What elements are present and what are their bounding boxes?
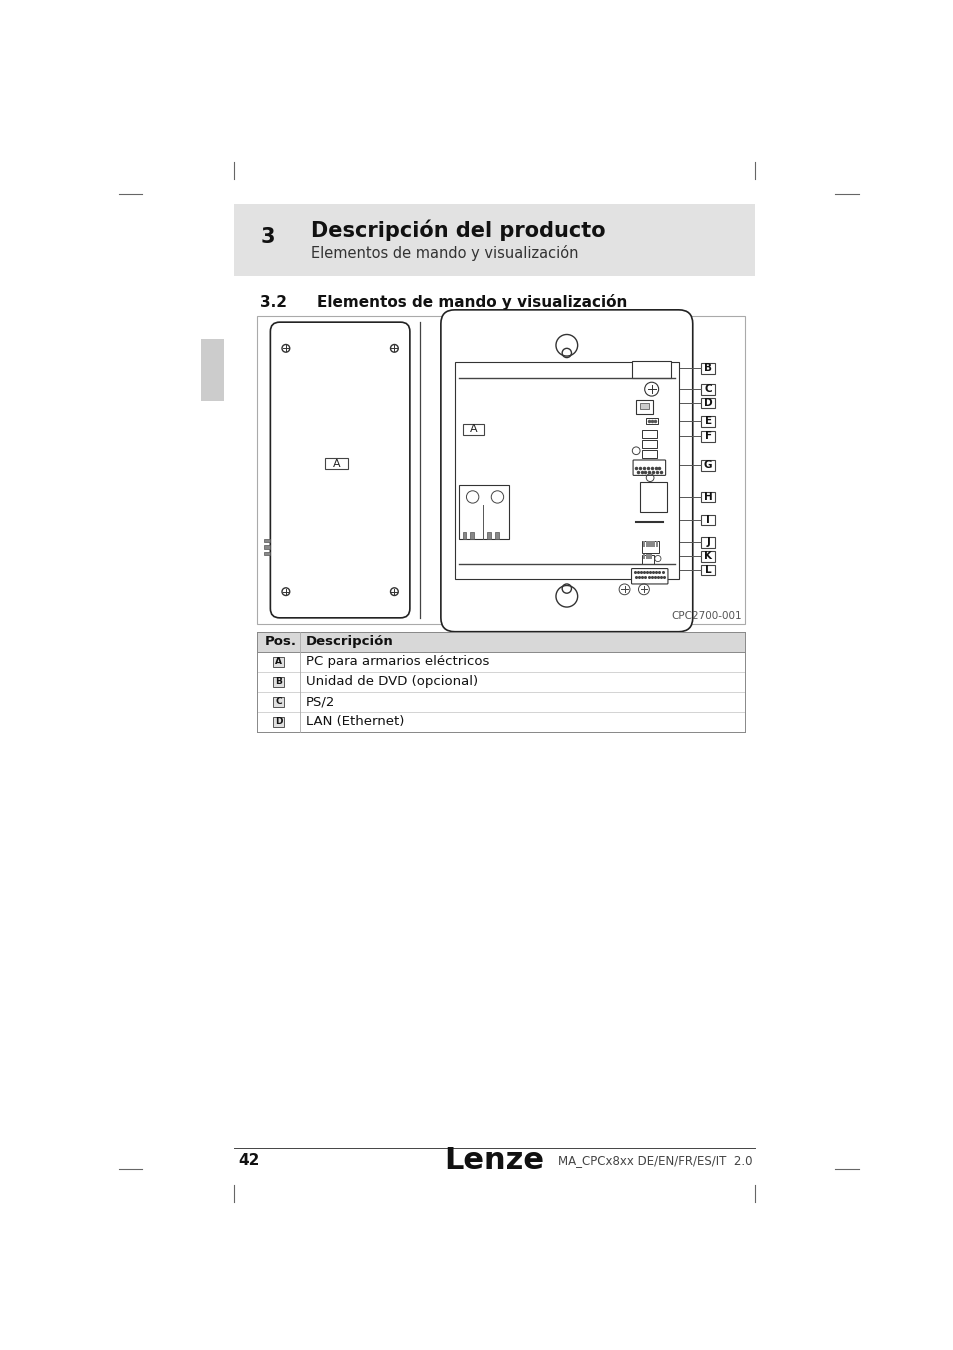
Bar: [324, 459, 348, 470]
Text: Elementos de mando y visualización: Elementos de mando y visualización: [311, 244, 578, 261]
Text: D: D: [703, 398, 712, 408]
Bar: [652, 541, 654, 547]
Text: K: K: [703, 551, 712, 562]
Bar: [264, 545, 270, 548]
Text: Pos.: Pos.: [265, 636, 296, 648]
Text: A: A: [274, 657, 282, 667]
Bar: [462, 424, 484, 435]
Bar: [632, 360, 670, 378]
Bar: [641, 440, 657, 448]
Bar: [649, 541, 651, 547]
Bar: [700, 431, 715, 441]
Bar: [700, 564, 715, 575]
Bar: [257, 632, 744, 652]
Bar: [700, 537, 715, 548]
Bar: [641, 450, 657, 458]
FancyBboxPatch shape: [633, 460, 665, 475]
Text: A: A: [469, 424, 476, 435]
Bar: [257, 652, 744, 672]
Bar: [639, 482, 666, 513]
Bar: [645, 554, 648, 559]
Bar: [649, 554, 651, 559]
Text: CPC2700-001: CPC2700-001: [671, 612, 741, 621]
Text: Lenze: Lenze: [444, 1146, 544, 1176]
Text: 3.2: 3.2: [260, 294, 287, 309]
Text: L: L: [704, 566, 711, 575]
Text: Descripción: Descripción: [306, 636, 394, 648]
Bar: [264, 539, 270, 543]
Text: 42: 42: [237, 1153, 259, 1168]
Bar: [274, 676, 283, 687]
Text: PS/2: PS/2: [306, 695, 335, 709]
Bar: [264, 552, 270, 555]
Bar: [700, 363, 715, 374]
Bar: [655, 541, 658, 547]
Bar: [274, 717, 283, 726]
Text: A: A: [332, 459, 339, 468]
Bar: [495, 532, 498, 539]
Text: G: G: [703, 460, 712, 470]
Bar: [487, 532, 491, 539]
Bar: [470, 532, 474, 539]
Bar: [462, 532, 466, 539]
Bar: [233, 204, 754, 275]
Bar: [257, 711, 744, 732]
Bar: [257, 691, 744, 711]
Bar: [700, 551, 715, 562]
Text: C: C: [274, 697, 281, 706]
Bar: [641, 541, 658, 554]
Text: PC para armarios eléctricos: PC para armarios eléctricos: [306, 655, 489, 668]
Text: H: H: [703, 491, 712, 502]
Bar: [274, 697, 283, 707]
Bar: [641, 555, 654, 564]
Bar: [458, 486, 509, 539]
FancyBboxPatch shape: [440, 310, 692, 632]
FancyBboxPatch shape: [631, 568, 667, 585]
Text: I: I: [705, 516, 709, 525]
Bar: [636, 400, 653, 414]
Bar: [700, 398, 715, 409]
Bar: [257, 316, 744, 624]
Text: MA_CPCx8xx DE/EN/FR/ES/IT  2.0: MA_CPCx8xx DE/EN/FR/ES/IT 2.0: [558, 1154, 752, 1168]
Bar: [645, 541, 648, 547]
Bar: [700, 514, 715, 525]
Text: LAN (Ethernet): LAN (Ethernet): [306, 716, 404, 728]
Bar: [639, 404, 649, 409]
Text: Unidad de DVD (opcional): Unidad de DVD (opcional): [306, 675, 477, 688]
Bar: [642, 541, 645, 547]
Bar: [700, 416, 715, 427]
Bar: [700, 491, 715, 502]
Bar: [642, 554, 645, 559]
Text: J: J: [705, 537, 709, 547]
Text: Elementos de mando y visualización: Elementos de mando y visualización: [316, 294, 626, 310]
Bar: [274, 656, 283, 667]
Text: B: B: [703, 363, 712, 374]
Bar: [645, 417, 658, 424]
Bar: [700, 383, 715, 394]
Text: 3: 3: [260, 227, 274, 247]
Bar: [641, 429, 657, 437]
Text: E: E: [704, 417, 711, 427]
Text: F: F: [704, 431, 711, 441]
Text: B: B: [274, 678, 282, 686]
Text: Descripción del producto: Descripción del producto: [311, 219, 605, 240]
FancyBboxPatch shape: [270, 323, 410, 618]
Bar: [700, 460, 715, 471]
Bar: [455, 362, 679, 579]
Bar: [200, 339, 224, 401]
Text: D: D: [274, 717, 282, 726]
Text: C: C: [703, 385, 711, 394]
Bar: [257, 672, 744, 691]
